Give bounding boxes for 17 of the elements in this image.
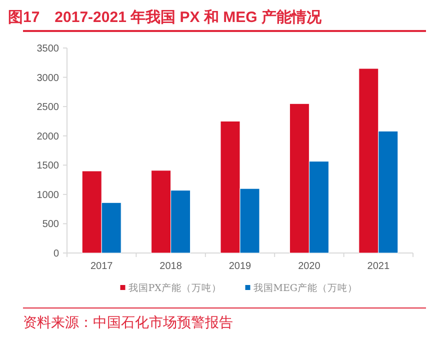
legend-label: 我国MEG产能（万吨）	[253, 282, 358, 294]
x-tick-label: 2017	[90, 261, 114, 272]
y-tick-label: 0	[53, 248, 60, 260]
legend-label: 我国PX产能（万吨）	[128, 282, 222, 294]
x-tick-label: 2018	[160, 261, 182, 272]
x-tick-label: 2019	[228, 261, 252, 272]
x-tick-label: 2020	[298, 261, 321, 272]
x-tick-label: 2021	[367, 261, 390, 272]
y-tick-label: 1000	[36, 190, 60, 201]
y-tick-label: 500	[42, 219, 60, 230]
y-tick-label: 3500	[36, 44, 60, 54]
y-tick-label: 1500	[36, 160, 60, 172]
chart-title: 图17 2017-2021 年我国 PX 和 MEG 产能情况	[8, 9, 322, 26]
y-tick-label: 3000	[36, 72, 60, 84]
y-tick-label: 2500	[36, 102, 60, 114]
text: 资料来源：中国石化市场预警报告	[23, 314, 233, 330]
y-tick-label: 2000	[36, 131, 60, 142]
